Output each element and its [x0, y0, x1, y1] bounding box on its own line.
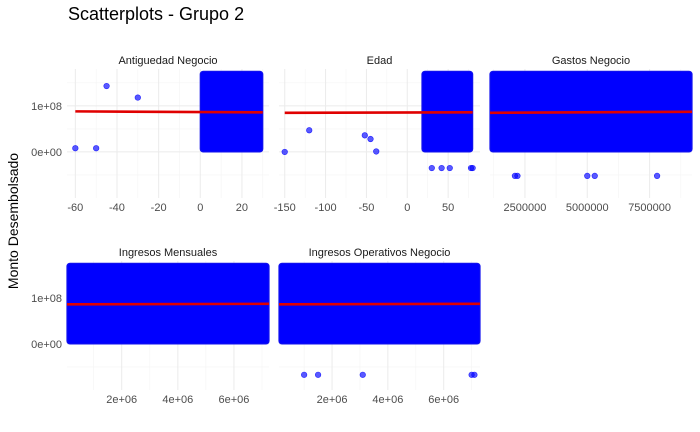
x-tick-label: 2e+06: [106, 394, 137, 406]
y-tick-label: 0e+00: [31, 339, 62, 351]
regression-line: [489, 110, 693, 115]
data-point: [359, 371, 366, 378]
data-point: [93, 145, 100, 152]
data-point: [373, 148, 380, 155]
data-point: [103, 82, 110, 90]
x-tick-label: 6e+06: [218, 394, 249, 406]
x-tick-label: 2500000: [503, 202, 546, 214]
facet-panel: Ingresos Operativos Negocio 2e+06 4e+06 6e+…: [278, 247, 481, 406]
data-point: [469, 164, 476, 172]
facet-panels: Antiguedad Negocio 0e+00 1e+08 -60 -40 -20 0 20…: [31, 55, 693, 406]
x-tick-label: 50: [442, 202, 454, 214]
x-tick-label: 0: [197, 202, 203, 214]
x-tick-label: 4e+06: [372, 394, 403, 406]
data-point: [72, 145, 79, 152]
data-point: [514, 172, 521, 179]
data-point: [471, 371, 478, 378]
data-point: [314, 371, 322, 378]
data-point: [653, 172, 661, 179]
x-tick-label: -20: [151, 202, 167, 214]
data-point: [438, 164, 445, 172]
x-tick-label: -100: [315, 202, 337, 214]
data-point: [367, 135, 374, 143]
x-tick-label: 20: [236, 202, 248, 214]
y-tick-label: 0e+00: [31, 147, 62, 159]
data-point: [306, 127, 313, 134]
data-point: [301, 371, 308, 378]
x-tick-label: 5000000: [566, 202, 609, 214]
facet-strip-label: Ingresos Operativos Negocio: [309, 247, 451, 259]
facet-panel: Antiguedad Negocio 0e+00 1e+08 -60 -40 -20 0 20: [31, 55, 269, 214]
figure-title: Scatterplots - Grupo 2: [68, 4, 244, 24]
x-tick-label: 7500000: [628, 202, 671, 214]
y-tick-label: 1e+08: [31, 293, 62, 305]
regression-line: [75, 110, 263, 114]
facet-panel: Gastos Negocio 2500000 5000000 7500000: [489, 55, 693, 214]
data-point: [281, 148, 288, 156]
x-tick-label: 2e+06: [317, 394, 348, 406]
data-point: [446, 164, 453, 172]
data-point: [134, 94, 141, 101]
x-tick-label: -60: [67, 202, 83, 214]
facet-strip-label: Antiguedad Negocio: [118, 55, 217, 67]
data-point: [361, 132, 368, 139]
data-point: [584, 172, 591, 179]
x-tick-label: 6e+06: [428, 394, 459, 406]
x-tick-label: -40: [109, 202, 125, 214]
facet-panel: Edad -150 -100 -50 0 50: [274, 55, 480, 214]
data-point: [591, 172, 598, 179]
y-axis-label: Monto Desembolsado: [5, 153, 21, 289]
facet-strip-label: Edad: [367, 55, 393, 67]
facet-strip-label: Gastos Negocio: [552, 55, 630, 67]
x-tick-label: 0: [404, 202, 410, 214]
x-tick-label: -150: [274, 202, 296, 214]
facet-strip-label: Ingresos Mensuales: [119, 247, 218, 259]
x-tick-label: -50: [358, 202, 374, 214]
y-tick-label: 1e+08: [31, 101, 62, 113]
data-point: [428, 164, 435, 172]
x-tick-label: 4e+06: [162, 394, 193, 406]
facet-panel: Ingresos Mensuales 0e+00 1e+08 2e+06 4e+06 6e…: [31, 247, 270, 406]
